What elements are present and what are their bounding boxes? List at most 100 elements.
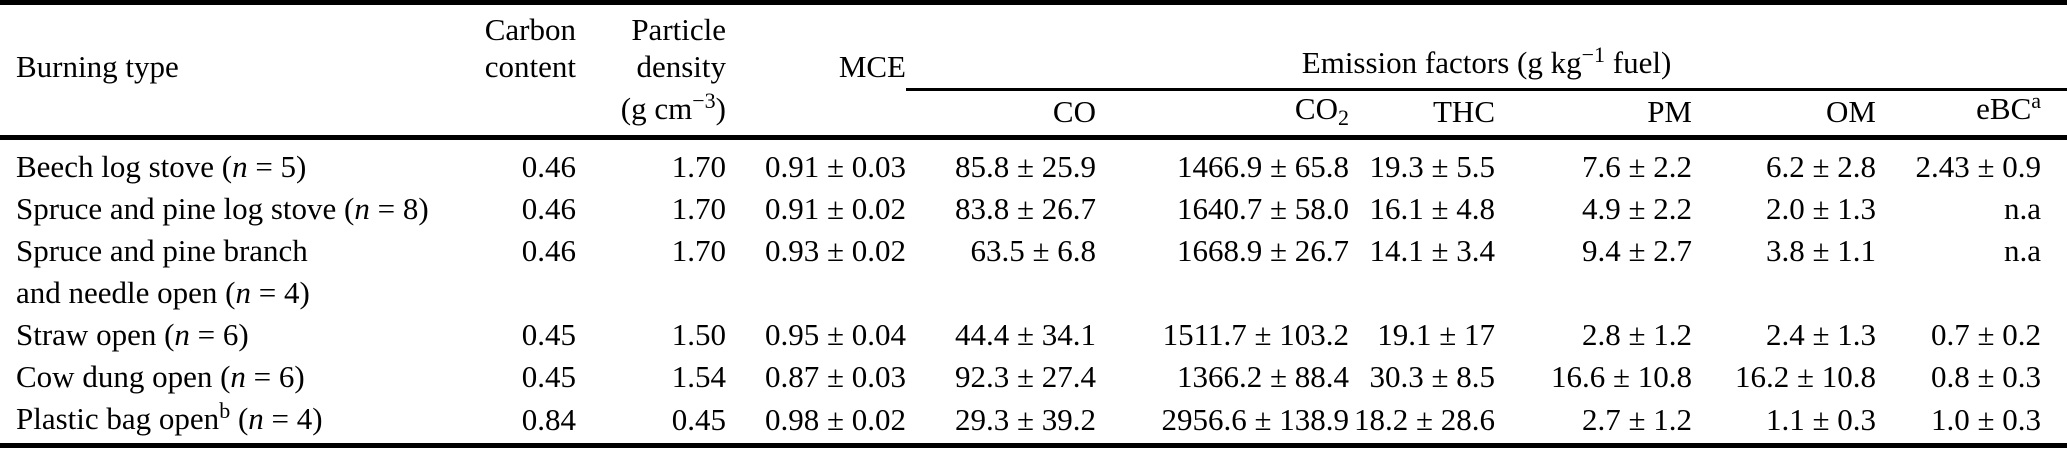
cell-value: 29.3 ± 39.2	[954, 402, 1096, 437]
cell-value: 0.98 ± 0.02	[764, 402, 906, 437]
cell-value: 1.70	[671, 148, 726, 184]
cell-value: 0.46	[521, 148, 576, 184]
cell-burning-type: Spruce and pine branch	[0, 230, 476, 272]
col-header-thc: THC	[1349, 89, 1495, 140]
text-segment: Straw open (	[16, 316, 175, 352]
cell-value	[906, 272, 1096, 314]
text-segment: eBC	[1976, 90, 2032, 126]
cell-value: 1.54	[671, 358, 726, 394]
header-row-2: (g cm−3) CO CO2 THC PM OM eBCa	[0, 87, 2067, 140]
table-row: Beech log stove (n = 5) 0.46 1.70 0.91 ± 0.…	[0, 137, 2067, 188]
cell-value: 7.6 ± 2.2	[1581, 148, 1692, 184]
text-segment: THC	[1433, 93, 1495, 129]
cell-value: 2.4 ± 1.3	[1765, 316, 1876, 352]
empty-header-cell	[476, 89, 576, 140]
col-header-om: OM	[1692, 89, 1876, 140]
cell-value: 1.70	[671, 190, 726, 226]
cell-value: 4.9 ± 2.2	[1581, 190, 1692, 226]
cell-value: 1366.2 ± 88.4	[1176, 358, 1349, 394]
text-segment: Spruce and pine log stove (	[16, 190, 355, 226]
cell-value: 14.1 ± 3.4	[1369, 232, 1495, 268]
text-segment: PM	[1647, 93, 1692, 129]
cell-value	[576, 272, 726, 314]
cell-value: 0.7 ± 0.2	[1931, 316, 2042, 352]
cell-value: 19.3 ± 5.5	[1369, 148, 1495, 184]
table-row: Plastic bag openb (n = 4) 0.84 0.45 0.98 ± …	[0, 398, 2067, 446]
col-header-burning-type: Burning type	[16, 49, 179, 84]
col-header-ebc: eBCa	[1876, 87, 2067, 140]
header-line: Particle	[631, 12, 726, 47]
italic-var: n	[235, 274, 251, 310]
text-segment: CO	[1294, 90, 1338, 126]
cell-value: 0.46	[521, 232, 576, 268]
col-header-mce: MCE	[838, 49, 906, 84]
cell-burning-type: Straw open (n = 6)	[0, 314, 476, 356]
cell-value: 9.4 ± 2.7	[1581, 232, 1692, 268]
cell-burning-type: and needle open (n = 4)	[0, 272, 476, 314]
text-segment: = 6)	[189, 316, 249, 352]
col-header-particle-density-unit: (g cm−3)	[576, 87, 726, 140]
text-segment: CO	[1052, 93, 1096, 129]
cell-value: 2.43 ± 0.9	[1915, 148, 2042, 184]
text-segment: fuel)	[1605, 44, 1672, 80]
cell-value: 1.0 ± 0.3	[1931, 402, 2042, 437]
cell-burning-type: Cow dung open (n = 6)	[0, 356, 476, 398]
cell-value: 16.6 ± 10.8	[1550, 358, 1692, 394]
cell-value	[1692, 272, 1876, 314]
text-segment: = 5)	[247, 148, 307, 184]
text-segment: Spruce and pine branch	[16, 232, 308, 268]
cell-value: 19.1 ± 17	[1377, 316, 1495, 352]
cell-value: n.a	[2004, 232, 2042, 268]
text-segment: = 4)	[263, 400, 323, 436]
table-row: Spruce and pine log stove (n = 8) 0.46 1.7…	[0, 188, 2067, 230]
text-segment: Beech log stove (	[16, 148, 233, 184]
col-header-co2: CO2	[1096, 89, 1349, 140]
cell-value: 1466.9 ± 65.8	[1176, 148, 1349, 184]
text-segment: )	[715, 90, 726, 126]
cell-value: 0.45	[671, 402, 726, 437]
cell-value: 0.91 ± 0.02	[764, 190, 906, 226]
col-header-carbon-content: Carbon content	[476, 3, 576, 90]
cell-value	[1876, 272, 2067, 314]
cell-value: 1668.9 ± 26.7	[1176, 232, 1349, 268]
text-segment: (	[230, 400, 249, 436]
subscript: 2	[1338, 104, 1349, 130]
superscript: −3	[692, 87, 716, 113]
cell-burning-type: Plastic bag openb (n = 4)	[0, 398, 476, 446]
cell-value: 0.45	[521, 316, 576, 352]
cell-value: 0.84	[521, 402, 576, 437]
header-row-1: Burning type Carbon content Particle den…	[0, 2, 2067, 91]
table-row: Straw open (n = 6) 0.45 1.50 0.95 ± 0.04 44.…	[0, 314, 2067, 356]
cell-value: 18.2 ± 28.6	[1353, 402, 1495, 437]
text-segment: = 4)	[250, 274, 310, 310]
cell-value: 1511.7 ± 103.2	[1162, 316, 1349, 352]
italic-var: n	[232, 148, 248, 184]
italic-var: n	[230, 358, 246, 394]
cell-value: 1640.7 ± 58.0	[1176, 190, 1349, 226]
superscript: a	[2031, 87, 2042, 113]
text-segment: Emission factors (g kg	[1301, 44, 1582, 80]
cell-value: 30.3 ± 8.5	[1369, 358, 1495, 394]
italic-var: n	[354, 190, 370, 226]
cell-value: 2956.6 ± 138.9	[1161, 402, 1349, 437]
table-row: and needle open (n = 4)	[0, 272, 2067, 314]
cell-value: 1.50	[671, 316, 726, 352]
col-header-pm: PM	[1495, 89, 1692, 140]
cell-value	[726, 272, 906, 314]
cell-value: 2.7 ± 1.2	[1581, 402, 1692, 437]
cell-value: 92.3 ± 27.4	[954, 358, 1096, 394]
cell-value: 0.91 ± 0.03	[764, 148, 906, 184]
empty-header-cell	[726, 89, 906, 140]
header-line: density	[636, 49, 726, 84]
cell-value: 0.93 ± 0.02	[764, 232, 906, 268]
col-header-co: CO	[906, 89, 1096, 140]
text-segment: Cow dung open (	[16, 358, 231, 394]
superscript: −1	[1581, 41, 1606, 67]
cell-value: 16.2 ± 10.8	[1734, 358, 1876, 394]
text-segment: OM	[1826, 93, 1876, 129]
text-segment: (g cm	[620, 90, 693, 126]
cell-burning-type: Spruce and pine log stove (n = 8)	[0, 188, 476, 230]
text-segment: = 6)	[245, 358, 305, 394]
